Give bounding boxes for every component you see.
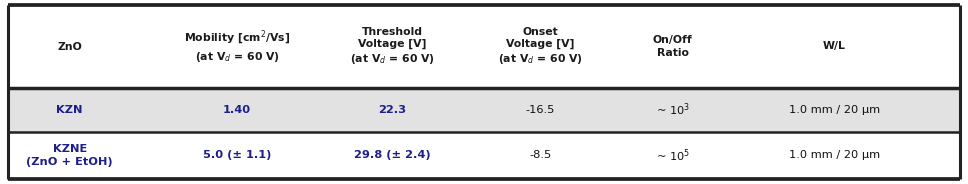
- Text: 1.40: 1.40: [223, 105, 252, 115]
- Bar: [8, 88, 960, 132]
- Text: KZNE
(ZnO + EtOH): KZNE (ZnO + EtOH): [26, 144, 113, 167]
- Text: Mobility [cm$^2$/Vs]
(at V$_d$ = 60 V): Mobility [cm$^2$/Vs] (at V$_d$ = 60 V): [184, 29, 290, 64]
- Text: 29.8 (± 2.4): 29.8 (± 2.4): [353, 151, 431, 160]
- Text: Onset
Voltage [V]
(at V$_d$ = 60 V): Onset Voltage [V] (at V$_d$ = 60 V): [498, 27, 583, 66]
- Text: On/Off
Ratio: On/Off Ratio: [652, 35, 693, 58]
- Text: ZnO: ZnO: [57, 42, 82, 52]
- Text: 1.0 mm / 20 μm: 1.0 mm / 20 μm: [789, 151, 880, 160]
- Text: Threshold
Voltage [V]
(at V$_d$ = 60 V): Threshold Voltage [V] (at V$_d$ = 60 V): [349, 27, 435, 66]
- Text: 22.3: 22.3: [378, 105, 407, 115]
- Text: -8.5: -8.5: [529, 151, 551, 160]
- Bar: [8, 132, 960, 179]
- Text: 5.0 (± 1.1): 5.0 (± 1.1): [203, 151, 271, 160]
- Text: ~ 10$^3$: ~ 10$^3$: [655, 102, 690, 118]
- Text: ~ 10$^5$: ~ 10$^5$: [655, 147, 690, 164]
- Text: KZN: KZN: [56, 105, 83, 115]
- Text: W/L: W/L: [823, 42, 846, 52]
- Text: 1.0 mm / 20 μm: 1.0 mm / 20 μm: [789, 105, 880, 115]
- Bar: [8, 5, 960, 88]
- Text: -16.5: -16.5: [526, 105, 555, 115]
